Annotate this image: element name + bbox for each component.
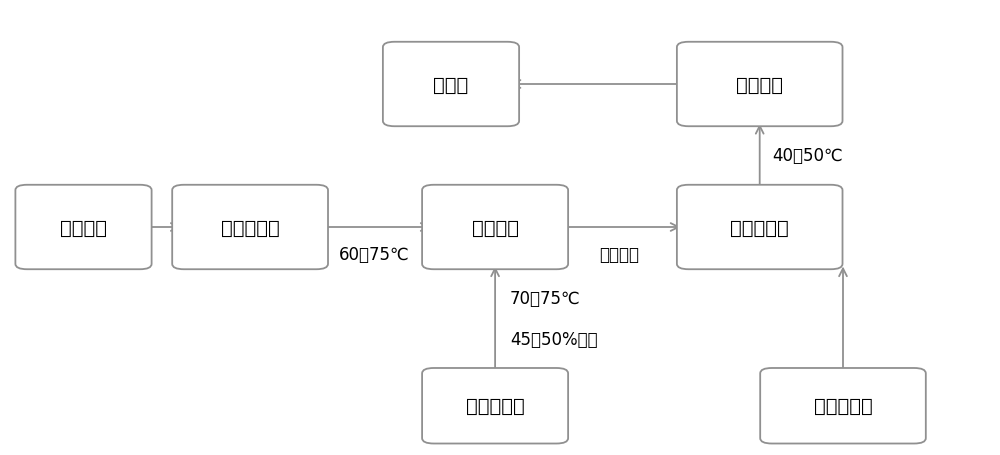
FancyBboxPatch shape — [422, 368, 568, 444]
Text: 喷淋浓缩液: 喷淋浓缩液 — [814, 396, 872, 415]
Text: 低温发酵: 低温发酵 — [736, 76, 783, 94]
Text: 换发酵场: 换发酵场 — [600, 245, 640, 263]
Text: 原料混配: 原料混配 — [60, 218, 107, 237]
Text: 接种发酵菌: 接种发酵菌 — [221, 218, 279, 237]
Text: 接种功能菌: 接种功能菌 — [730, 218, 789, 237]
Text: 60～75℃: 60～75℃ — [339, 245, 410, 263]
Text: 高温发酵: 高温发酵 — [472, 218, 519, 237]
FancyBboxPatch shape — [383, 43, 519, 127]
FancyBboxPatch shape — [422, 185, 568, 270]
Text: 70～75℃

45～50%水分: 70～75℃ 45～50%水分 — [510, 289, 597, 349]
Text: 40～50℃: 40～50℃ — [772, 147, 843, 165]
FancyBboxPatch shape — [677, 185, 843, 270]
Text: 喷雾浓缩液: 喷雾浓缩液 — [466, 396, 524, 415]
FancyBboxPatch shape — [172, 185, 328, 270]
FancyBboxPatch shape — [677, 43, 843, 127]
FancyBboxPatch shape — [15, 185, 152, 270]
Text: 后加工: 后加工 — [433, 76, 469, 94]
FancyBboxPatch shape — [760, 368, 926, 444]
